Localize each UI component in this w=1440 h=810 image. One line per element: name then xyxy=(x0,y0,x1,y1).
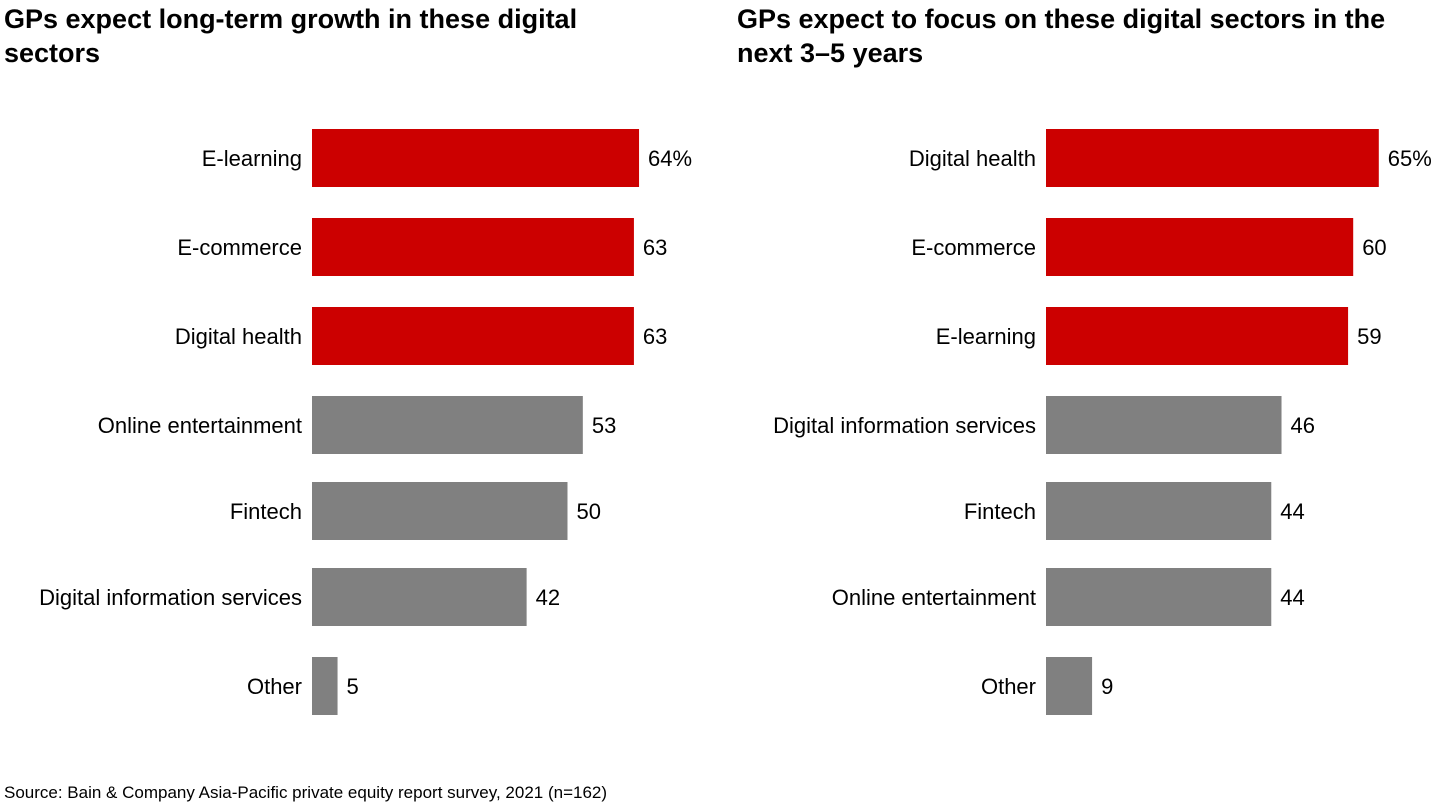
value-label: 44 xyxy=(1280,499,1304,524)
bar xyxy=(1046,218,1354,276)
category-label: E-learning xyxy=(936,324,1036,349)
bar xyxy=(1046,657,1093,715)
value-label: 50 xyxy=(577,499,601,524)
value-label: 64% xyxy=(648,146,692,171)
category-label: Online entertainment xyxy=(832,585,1036,610)
bar xyxy=(1046,482,1272,540)
source-note: Source: Bain & Company Asia-Pacific priv… xyxy=(4,783,608,802)
category-label: E-commerce xyxy=(177,235,302,260)
bar xyxy=(1046,307,1349,365)
chart-right: Digital health 65% E-commerce 60 E-learning 5… xyxy=(773,129,1432,715)
value-label: 53 xyxy=(592,413,616,438)
bar xyxy=(1046,129,1379,187)
value-label: 42 xyxy=(536,585,560,610)
category-label: Digital health xyxy=(175,324,302,349)
chart-title-left: GPs expect long-term growth in these dig… xyxy=(4,4,578,68)
bar xyxy=(312,218,634,276)
chart-left: E-learning 64% E-commerce 63 Digital health 6… xyxy=(39,129,692,715)
category-label: Other xyxy=(981,674,1036,699)
category-label: Digital information services xyxy=(773,413,1036,438)
bar xyxy=(312,396,583,454)
category-label: Fintech xyxy=(230,499,302,524)
category-label: E-commerce xyxy=(911,235,1036,260)
category-label: Digital health xyxy=(909,146,1036,171)
value-label: 46 xyxy=(1291,413,1315,438)
value-label: 65% xyxy=(1388,146,1432,171)
value-label: 5 xyxy=(347,674,359,699)
bar xyxy=(312,307,634,365)
value-label: 63 xyxy=(643,324,667,349)
bar xyxy=(1046,568,1272,626)
value-label: 60 xyxy=(1362,235,1386,260)
chart-title-right: GPs expect to focus on these digital sec… xyxy=(737,4,1386,68)
bar xyxy=(312,129,640,187)
category-label: Online entertainment xyxy=(98,413,302,438)
category-label: Fintech xyxy=(964,499,1036,524)
bar xyxy=(1046,396,1282,454)
value-label: 63 xyxy=(643,235,667,260)
value-label: 59 xyxy=(1357,324,1381,349)
category-label: E-learning xyxy=(202,146,302,171)
bar xyxy=(312,482,568,540)
value-label: 9 xyxy=(1101,674,1113,699)
category-label: Digital information services xyxy=(39,585,302,610)
bar xyxy=(312,568,527,626)
category-label: Other xyxy=(247,674,302,699)
value-label: 44 xyxy=(1280,585,1304,610)
bar xyxy=(312,657,338,715)
